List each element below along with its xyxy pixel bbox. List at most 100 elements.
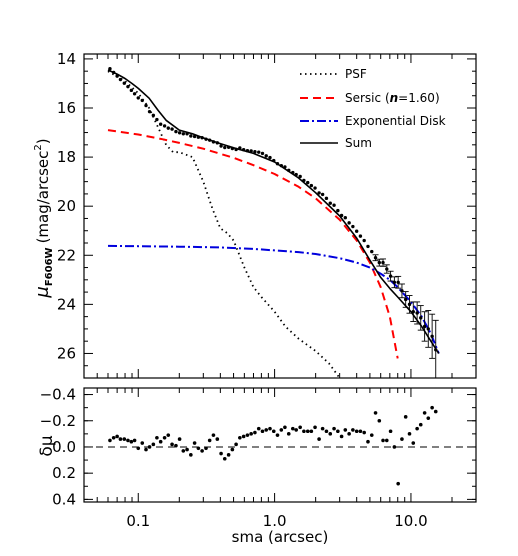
data-point: [126, 84, 130, 89]
residual-point: [144, 447, 148, 452]
data-point: [196, 135, 201, 139]
residual-point: [317, 437, 321, 441]
data-point: [422, 324, 427, 329]
data-point: [392, 280, 397, 284]
residual-point: [219, 451, 223, 456]
profile-y-axis-label: μF606W (mag/arcsec2): [32, 138, 55, 298]
data-point: [181, 132, 186, 136]
data-point: [241, 148, 246, 152]
residual-point: [253, 430, 257, 435]
residual-point: [196, 446, 201, 451]
residual-point: [204, 446, 208, 451]
residual-point: [118, 437, 123, 441]
residual-point: [328, 432, 333, 436]
residual-point: [313, 425, 317, 430]
data-point: [306, 180, 310, 185]
residual-point: [132, 438, 137, 443]
y-tick-label: 24: [57, 295, 76, 313]
residual-point: [185, 447, 189, 452]
residual-plot-area: [84, 405, 476, 486]
data-point: [283, 165, 287, 169]
data-point: [192, 134, 197, 139]
residual-point: [136, 446, 141, 451]
data-point: [249, 149, 253, 153]
x-tick-label: 1.0: [263, 512, 287, 530]
residual-point: [415, 426, 419, 431]
residual-point: [140, 441, 145, 445]
residual-point: [215, 437, 220, 441]
data-point: [211, 140, 216, 144]
residual-point: [422, 411, 427, 415]
residual-y-axis-label: δμ: [37, 435, 57, 456]
data-point: [204, 137, 208, 141]
residual-point: [234, 442, 238, 447]
residual-point: [241, 434, 246, 439]
data-point: [226, 145, 231, 149]
data-point: [115, 74, 119, 78]
data-point: [430, 334, 434, 338]
residual-point: [275, 433, 280, 437]
residual-point: [302, 429, 306, 434]
residual-y-tick-label: −0.4: [40, 386, 76, 404]
data-point: [136, 96, 140, 100]
residual-point: [115, 434, 119, 439]
data-point: [419, 316, 423, 320]
data-point: [207, 138, 212, 142]
residual-point: [384, 438, 389, 443]
residual-point: [181, 449, 186, 453]
residual-point: [271, 429, 276, 434]
residual-point: [286, 432, 291, 436]
data-point: [177, 131, 182, 135]
data-point: [324, 196, 329, 201]
residual-point: [174, 443, 178, 448]
residual-point: [418, 422, 423, 427]
residual-point: [396, 481, 400, 486]
residual-point: [170, 442, 174, 447]
y-tick-label: 26: [57, 344, 76, 362]
residual-point: [298, 425, 302, 430]
profile-panel: 14 16 18 20 22 24 26: [57, 50, 477, 379]
legend-psf-label: PSF: [345, 67, 367, 81]
residual-point: [126, 438, 130, 443]
data-point: [272, 158, 276, 163]
series-line-sum: [107, 69, 440, 354]
data-point: [343, 216, 347, 220]
data-point: [415, 311, 419, 315]
residual-point: [200, 449, 204, 453]
residual-point: [403, 415, 408, 419]
data-point: [162, 124, 167, 128]
data-point: [253, 149, 257, 154]
residual-point: [222, 456, 227, 461]
residual-point: [411, 441, 416, 445]
residual-point: [111, 435, 116, 440]
residual-y-tick-label: −0.2: [40, 412, 76, 430]
y-label-band: F606W: [44, 247, 55, 286]
residual-panel: 0.1 1.0 10.0 −0.4 −0.2 0.0 0.2 0.4: [40, 386, 477, 530]
data-point: [132, 92, 137, 96]
data-point: [381, 260, 385, 265]
residual-point: [433, 409, 438, 414]
data-point: [411, 310, 415, 314]
residual-point: [238, 435, 242, 440]
residual-point: [369, 433, 374, 437]
residual-point: [324, 429, 329, 434]
data-point: [294, 172, 298, 177]
residual-point: [158, 439, 163, 444]
residual-point: [245, 433, 250, 437]
residual-point: [339, 434, 344, 439]
data-point: [260, 151, 265, 156]
data-point: [309, 183, 314, 188]
data-point: [215, 141, 220, 145]
residual-point: [256, 426, 261, 431]
y-tick-label: 16: [57, 99, 76, 117]
residual-point: [166, 433, 171, 437]
data-point: [317, 191, 321, 195]
residual-point: [347, 432, 351, 436]
data-point: [245, 149, 250, 153]
data-point: [339, 213, 344, 218]
residual-point: [377, 418, 382, 423]
residual-point: [343, 428, 348, 432]
data-point: [268, 155, 272, 160]
residual-point: [309, 429, 314, 434]
legend-disk-label: Exponential Disk: [345, 114, 446, 128]
